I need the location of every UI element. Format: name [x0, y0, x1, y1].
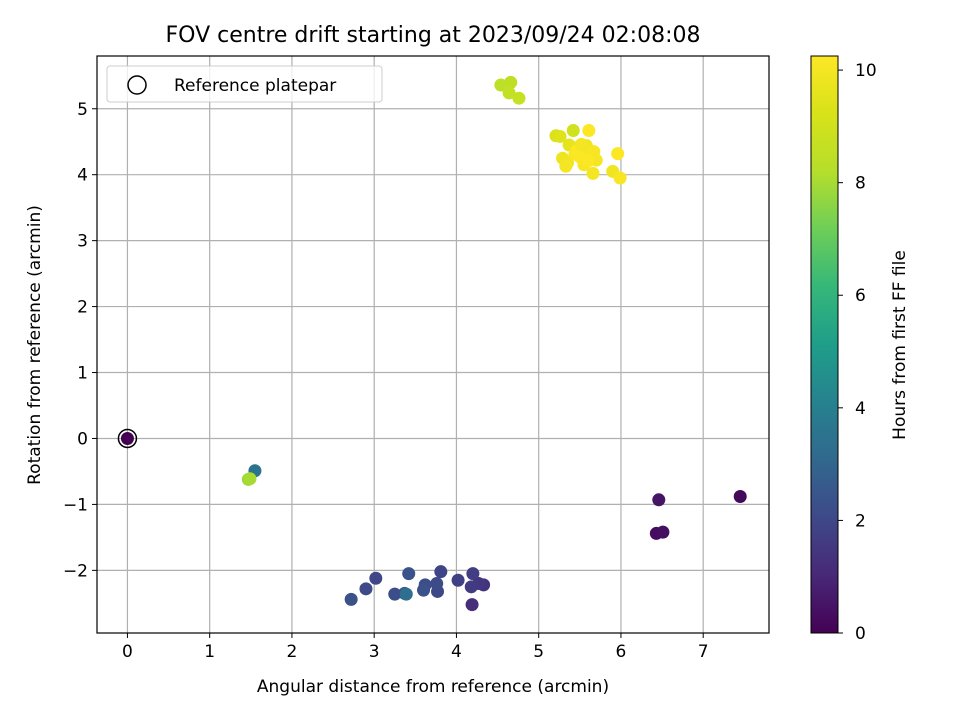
x-tick-label: 1: [204, 642, 215, 662]
scatter-point: [388, 588, 401, 601]
x-tick-label: 7: [698, 642, 709, 662]
legend-label: Reference platepar: [174, 76, 336, 96]
x-tick-label: 2: [287, 642, 298, 662]
y-tick-label: 4: [77, 166, 88, 186]
scatter-point: [345, 593, 358, 606]
colorbar: 0 2 4 6 8 10 Hours from first FF file: [811, 56, 910, 644]
figure: FOV centre drift starting at 2023/09/24 …: [0, 0, 960, 720]
y-tick-label: 5: [77, 100, 88, 120]
y-tick-label: −2: [63, 561, 88, 581]
x-tick-label: 6: [616, 642, 627, 662]
scatter-point: [466, 567, 479, 580]
colorbar-tick-label: 10: [855, 61, 877, 81]
y-tick-label: 1: [77, 364, 88, 384]
scatter-point: [582, 154, 595, 167]
colorbar-ticks: 0 2 4 6 8 10: [838, 61, 877, 644]
scatter-point: [465, 580, 478, 593]
scatter-point: [611, 147, 624, 160]
scatter-point: [466, 598, 479, 611]
chart-title: FOV centre drift starting at 2023/09/24 …: [166, 23, 701, 48]
scatter-point: [652, 493, 665, 506]
x-tick-label: 0: [122, 642, 133, 662]
scatter-point: [121, 432, 134, 445]
scatter-point: [359, 582, 372, 595]
colorbar-tick-label: 6: [855, 286, 866, 306]
x-tick-label: 3: [369, 642, 380, 662]
scatter-point: [582, 124, 595, 137]
y-axis-ticks: −2 −1 0 1 2 3 4 5: [63, 100, 97, 582]
colorbar-tick-label: 4: [855, 399, 866, 419]
scatter-point: [417, 584, 430, 597]
scatter-point: [400, 588, 413, 601]
colorbar-label: Hours from first FF file: [890, 250, 910, 440]
y-axis-label: Rotation from reference (arcmin): [25, 205, 45, 485]
x-tick-label: 4: [451, 642, 462, 662]
x-tick-label: 5: [533, 642, 544, 662]
colorbar-tick-label: 2: [855, 511, 866, 531]
y-tick-label: −1: [63, 495, 88, 515]
x-axis-ticks: 0 1 2 3 4 5 6 7: [122, 633, 709, 662]
plot-area: 0 1 2 3 4 5 6 7 −2 −1 0 1 2 3 4 5: [63, 56, 769, 662]
scatter-point: [434, 565, 447, 578]
scatter-point: [369, 572, 382, 585]
colorbar-tick-label: 8: [855, 174, 866, 194]
scatter-point: [575, 138, 588, 151]
scatter-point: [567, 124, 580, 137]
scatter-point: [614, 171, 627, 184]
scatter-point: [452, 574, 465, 587]
scatter-point: [734, 490, 747, 503]
scatter-point: [559, 160, 572, 173]
scatter-point: [586, 167, 599, 180]
scatter-point: [512, 92, 525, 105]
scatter-point: [430, 577, 443, 590]
x-axis-label: Angular distance from reference (arcmin): [257, 677, 609, 697]
y-tick-label: 2: [77, 298, 88, 318]
legend: Reference platepar: [107, 66, 382, 102]
scatter-point: [243, 472, 256, 485]
y-tick-label: 3: [77, 232, 88, 252]
scatter-point: [656, 526, 669, 539]
scatter-point: [402, 567, 415, 580]
colorbar-gradient: [811, 56, 838, 633]
colorbar-tick-label: 0: [855, 624, 866, 644]
y-tick-label: 0: [77, 429, 88, 449]
